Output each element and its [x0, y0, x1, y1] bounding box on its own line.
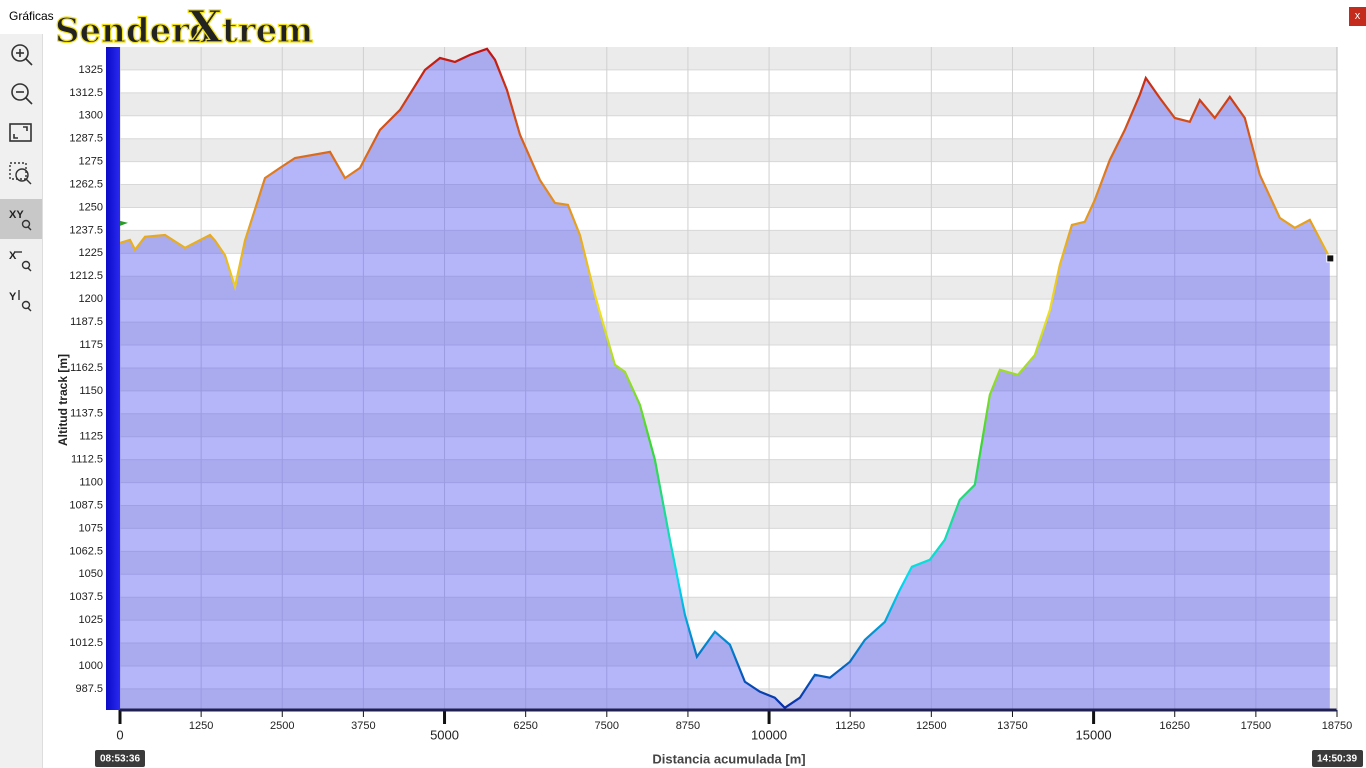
logo-sendero: Sendero	[55, 11, 212, 51]
y-tick-label: 1087.5	[69, 499, 103, 511]
grid-band	[120, 322, 1337, 346]
grid-band	[120, 230, 1337, 254]
end-time: 14:50:39	[1317, 754, 1357, 765]
y-tick-label: 1312.5	[69, 87, 103, 99]
y-tick-label: 1250	[79, 201, 103, 213]
grid-band	[120, 138, 1337, 162]
y-tick-label: 987.5	[75, 683, 103, 695]
x-zoom[interactable]: X	[9, 250, 17, 262]
grid-band	[120, 276, 1337, 300]
xy-zoom[interactable]: XY	[9, 209, 24, 221]
x-tick-label: 2500	[270, 720, 294, 732]
y-tick-label: 1187.5	[70, 316, 103, 328]
y-tick-label: 1037.5	[69, 591, 103, 603]
x-tick-label: 17500	[1241, 720, 1272, 732]
y-tick-label: 1200	[79, 293, 103, 305]
y-tick-label: 1162.5	[70, 362, 103, 374]
y-tick-label: 1112.5	[71, 454, 103, 466]
grid-band	[120, 184, 1337, 208]
y-tick-label: 1262.5	[69, 178, 103, 190]
x-tick-label: 5000	[430, 727, 459, 742]
x-tick-label: 0	[116, 727, 123, 742]
y-tick-label: 1062.5	[69, 545, 103, 557]
y-tick-label: 1325	[79, 64, 103, 76]
x-tick-label: 12500	[916, 720, 947, 732]
x-tick-label: 16250	[1159, 720, 1190, 732]
x-tick-label: 8750	[676, 720, 700, 732]
window-title: Gráficas	[9, 9, 54, 23]
y-tick-label: 1212.5	[69, 270, 103, 282]
y-tick-label: 1050	[79, 568, 103, 580]
x-tick-label: 6250	[513, 720, 537, 732]
y-tick-label: 1012.5	[69, 637, 103, 649]
y-tick-label: 1100	[79, 476, 103, 488]
grid-band	[120, 551, 1337, 575]
logo-x: X	[188, 2, 223, 53]
x-axis-label: Distancia acumulada [m]	[652, 751, 805, 766]
grid-band	[120, 459, 1337, 483]
logo-trem: trem	[222, 11, 313, 51]
profile-line	[119, 47, 1331, 710]
x-tick-label: 7500	[595, 720, 619, 732]
grid-band	[120, 688, 1337, 710]
left-blue-bar	[106, 47, 120, 710]
start-flag	[120, 220, 128, 226]
x-tick-label: 11250	[835, 720, 865, 732]
active-button[interactable]	[0, 199, 42, 239]
y-zoom[interactable]: Y	[9, 291, 17, 303]
grid-band	[120, 505, 1337, 529]
y-tick-label: 1237.5	[69, 224, 103, 236]
y-tick-label: 1275	[79, 156, 103, 168]
y-tick-label: 1025	[79, 614, 103, 626]
fit[interactable]	[9, 123, 32, 142]
x-tick-label: 15000	[1076, 727, 1112, 742]
y-glass	[18, 290, 32, 312]
x-tick-label: 13750	[997, 720, 1028, 732]
xy-glass	[21, 219, 32, 231]
grid-band	[120, 92, 1337, 116]
toolbar-icons: XY X Y	[0, 44, 42, 312]
zoom-out[interactable]	[11, 83, 33, 105]
zoom-in[interactable]	[11, 44, 33, 66]
y-tick-label: 1150	[79, 385, 103, 397]
y-tick-label: 1225	[79, 247, 103, 259]
y-tick-label: 1175	[79, 339, 103, 351]
close-button[interactable]: x	[1349, 7, 1366, 26]
x-tick-label: 10000	[751, 727, 787, 742]
zoom-box[interactable]	[9, 162, 32, 185]
y-tick-label: 1137.5	[70, 408, 103, 420]
area	[120, 48, 1330, 711]
x-tick-label: 1250	[189, 720, 213, 732]
end-marker	[1326, 254, 1335, 263]
y-tick-label: 1287.5	[69, 133, 103, 145]
x-tick-label: 18750	[1322, 720, 1353, 732]
grid-band	[120, 367, 1337, 391]
toolbar: XY X Y	[0, 34, 43, 768]
start-time: 08:53:36	[100, 754, 140, 765]
end-time-box	[1312, 750, 1363, 767]
x-tick-label: 3750	[351, 720, 375, 732]
grid-band	[120, 643, 1337, 666]
start-time-box	[95, 750, 145, 767]
grid-band	[120, 597, 1337, 621]
y-axis-label: Altitud track [m]	[56, 354, 70, 446]
grid-band	[120, 47, 1337, 70]
y-tick-label: 1000	[79, 660, 103, 672]
y-tick-label: 1300	[79, 110, 103, 122]
y-tick-label: 1075	[79, 522, 103, 534]
y-tick-label: 1125	[79, 431, 103, 443]
grid-band	[120, 413, 1337, 437]
x-glass	[14, 251, 32, 272]
